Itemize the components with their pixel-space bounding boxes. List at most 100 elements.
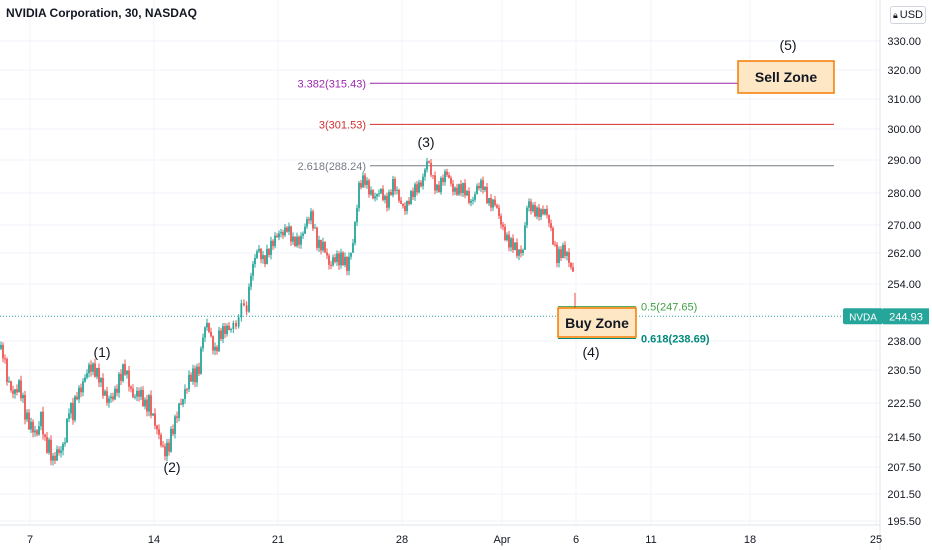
candle-body	[442, 177, 444, 182]
candle-body	[264, 255, 266, 265]
candle-body	[280, 232, 282, 234]
candle-body	[460, 184, 462, 194]
y-tick-label: 207.50	[887, 462, 921, 474]
candle-body	[198, 366, 200, 374]
candle-body	[166, 442, 168, 457]
candle-body	[202, 337, 204, 349]
candle-body	[348, 256, 350, 271]
candle-body	[222, 326, 224, 340]
candle-body	[522, 249, 524, 254]
y-tick-label: 320.00	[887, 65, 921, 77]
candle-body	[298, 236, 300, 245]
candle-body	[245, 305, 248, 312]
candle-body	[108, 398, 110, 403]
candle-body	[42, 411, 44, 435]
y-tick-label: 300.00	[887, 124, 921, 136]
candle-body	[118, 373, 120, 393]
candle-body	[152, 413, 154, 416]
candle-body	[64, 442, 66, 444]
candle-body	[26, 412, 28, 420]
candle-body	[224, 326, 226, 334]
candle-body	[80, 387, 82, 393]
candle-body	[206, 322, 208, 328]
y-tick-label: 214.50	[887, 432, 921, 444]
candle-body	[144, 399, 146, 407]
candle-body	[34, 430, 36, 433]
candle-body	[124, 364, 126, 375]
candle-body	[512, 238, 514, 250]
candle-body	[38, 426, 40, 435]
candle-body	[82, 381, 84, 393]
candle-body	[440, 177, 442, 193]
candle-body	[180, 403, 182, 405]
candle-body	[90, 364, 92, 372]
candle-body	[344, 256, 346, 266]
candle-body	[68, 413, 70, 419]
fib-level-label: 3(301.53)	[319, 119, 366, 131]
candle-body	[352, 243, 354, 253]
candle-body	[310, 211, 312, 221]
candle-body	[380, 188, 382, 194]
candle-body	[235, 322, 237, 327]
candle-body	[374, 196, 376, 199]
candle-body	[544, 208, 546, 215]
chart-title: NVIDIA Corporation, 30, NASDAQ	[6, 6, 197, 20]
candle-body	[494, 199, 496, 206]
candle-body	[498, 207, 500, 216]
candle-body	[354, 222, 356, 244]
candle-body	[502, 224, 504, 227]
x-tick-label: 14	[148, 534, 160, 546]
candle-body	[212, 336, 214, 351]
candle-body	[258, 248, 260, 252]
candle-body	[230, 329, 232, 331]
candle-body	[24, 394, 26, 420]
candle-body	[320, 239, 322, 251]
candle-body	[50, 439, 52, 461]
y-tick-label: 222.50	[887, 398, 921, 410]
candle-body	[86, 373, 88, 378]
candle-body	[418, 182, 420, 193]
candle-body	[150, 395, 152, 416]
candle-body	[430, 162, 432, 176]
currency-label: USD	[899, 9, 924, 21]
candle-body	[132, 388, 134, 398]
candle-body	[404, 205, 406, 212]
candle-body	[390, 191, 392, 196]
candle-body	[0, 344, 2, 349]
candle-body	[240, 303, 243, 318]
candle-body	[136, 390, 138, 397]
candle-body	[572, 267, 574, 272]
candle-body	[432, 175, 434, 177]
candle-body	[252, 264, 254, 276]
candle-body	[58, 449, 60, 453]
candle-body	[434, 175, 436, 191]
sell-zone-box[interactable]	[737, 60, 835, 94]
candle-body	[243, 303, 245, 306]
wave-label: (1)	[93, 344, 110, 360]
candle-body	[172, 428, 174, 435]
candle-body	[496, 205, 498, 208]
candle-body	[40, 411, 42, 427]
candle-body	[398, 189, 400, 201]
buy-zone-box[interactable]	[557, 307, 637, 338]
candle-body	[392, 178, 394, 196]
candle-body	[76, 396, 78, 400]
currency-selector[interactable]: 🔒︎ USD	[890, 6, 926, 24]
y-tick-label: 262.00	[887, 248, 921, 260]
fib-level-label: 3.382(315.43)	[298, 78, 367, 90]
candle-body	[366, 180, 368, 185]
candle-body	[170, 428, 172, 452]
candle-body	[102, 377, 104, 396]
candle-body	[542, 209, 544, 215]
candle-body	[424, 169, 426, 177]
candle-body	[362, 175, 364, 188]
candle-body	[186, 389, 188, 391]
candle-body	[330, 264, 332, 266]
candle-body	[184, 389, 186, 400]
candle-body	[518, 249, 520, 256]
fib-level-label: 2.618(288.24)	[298, 161, 367, 173]
candle-body	[534, 204, 536, 217]
candle-body	[312, 211, 314, 229]
candle-body	[462, 183, 464, 194]
